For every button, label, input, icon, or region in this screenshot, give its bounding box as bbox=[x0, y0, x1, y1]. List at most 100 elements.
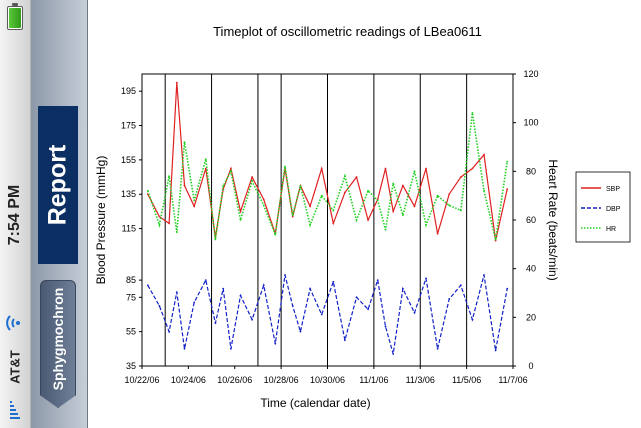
y-tick-label: 75 bbox=[126, 292, 136, 302]
data-point-sbp bbox=[425, 167, 427, 170]
data-point-hr bbox=[168, 175, 170, 178]
series-line-dbp bbox=[147, 274, 508, 355]
data-point-dbp bbox=[146, 284, 149, 287]
data-point-dbp bbox=[183, 347, 186, 350]
data-point-sbp bbox=[355, 176, 358, 179]
y-tick-label: 175 bbox=[121, 121, 136, 131]
data-point-hr bbox=[284, 165, 286, 168]
data-point-hr bbox=[471, 112, 474, 114]
y-right-axis-label: Heart Rate (beats/min) bbox=[546, 159, 560, 280]
data-point-sbp bbox=[193, 205, 196, 208]
data-point-dbp bbox=[483, 274, 485, 276]
y-tick-label: 155 bbox=[121, 155, 136, 165]
data-point-dbp bbox=[436, 347, 439, 350]
data-point-dbp bbox=[175, 291, 178, 293]
y-tick-label: 135 bbox=[121, 189, 136, 199]
data-point-hr bbox=[376, 199, 379, 202]
data-point-hr bbox=[448, 204, 451, 207]
y-right-tick-label: 60 bbox=[526, 215, 536, 225]
data-point-sbp bbox=[230, 167, 232, 170]
battery-icon bbox=[7, 3, 23, 30]
y-axis-label: Blood Pressure (mmHg) bbox=[94, 156, 108, 285]
data-point-dbp bbox=[284, 274, 286, 276]
data-point-hr bbox=[262, 204, 265, 207]
bp-timeplot-chart: Timeplot of oscillometric readings of LB… bbox=[94, 24, 631, 410]
data-point-sbp bbox=[459, 176, 462, 179]
data-point-dbp bbox=[355, 296, 358, 299]
data-point-sbp bbox=[309, 205, 311, 208]
x-tick-label: 11/3/06 bbox=[406, 375, 435, 385]
data-point-hr bbox=[183, 141, 186, 144]
series-line-sbp bbox=[147, 82, 508, 241]
data-point-hr bbox=[204, 158, 207, 161]
x-axis-label: Time (calendar date) bbox=[260, 396, 370, 410]
data-point-hr bbox=[193, 199, 196, 202]
data-point-hr bbox=[251, 180, 254, 183]
x-tick-label: 10/24/06 bbox=[171, 375, 206, 385]
data-point-hr bbox=[367, 189, 369, 192]
data-point-dbp bbox=[204, 279, 207, 281]
data-point-dbp bbox=[309, 287, 311, 290]
data-point-dbp bbox=[344, 339, 346, 342]
chart-area: Timeplot of oscillometric readings of LB… bbox=[88, 0, 641, 428]
y-right-tick-label: 120 bbox=[523, 69, 538, 79]
y-tick-label: 195 bbox=[121, 86, 136, 96]
data-point-sbp bbox=[384, 167, 387, 170]
data-point-dbp bbox=[413, 311, 416, 314]
data-point-dbp bbox=[384, 325, 387, 328]
data-point-hr bbox=[436, 194, 439, 197]
data-point-sbp bbox=[367, 219, 369, 221]
data-point-sbp bbox=[506, 188, 509, 191]
data-point-hr bbox=[425, 224, 427, 226]
data-point-dbp bbox=[274, 342, 277, 345]
data-point-hr bbox=[274, 233, 277, 236]
data-point-dbp bbox=[158, 305, 161, 307]
x-tick-label: 10/22/06 bbox=[124, 375, 159, 385]
data-point-hr bbox=[239, 219, 242, 221]
data-point-sbp bbox=[262, 198, 265, 201]
data-point-dbp bbox=[332, 280, 335, 283]
data-point-sbp bbox=[291, 215, 294, 218]
legend-box bbox=[575, 171, 631, 243]
data-point-sbp bbox=[471, 167, 474, 170]
data-point-sbp bbox=[436, 232, 439, 235]
legend-label-dbp: DBP bbox=[606, 206, 621, 213]
data-point-hr bbox=[158, 224, 161, 226]
y-tick-label: 85 bbox=[126, 275, 136, 285]
data-point-hr bbox=[344, 175, 346, 178]
series-line-hr bbox=[147, 112, 508, 240]
legend-label-hr: HR bbox=[606, 226, 616, 233]
data-point-hr bbox=[230, 170, 232, 173]
data-point-sbp bbox=[483, 153, 485, 156]
data-point-dbp bbox=[222, 287, 225, 290]
chart-title: Timeplot of oscillometric readings of LB… bbox=[213, 24, 482, 39]
data-point-hr bbox=[146, 189, 149, 192]
data-point-hr bbox=[494, 238, 497, 241]
data-point-sbp bbox=[146, 193, 149, 196]
back-button[interactable]: Sphygmochron bbox=[40, 280, 76, 408]
y-right-tick-label: 80 bbox=[526, 166, 536, 176]
data-point-hr bbox=[214, 238, 217, 241]
data-point-hr bbox=[459, 209, 462, 212]
y-right-tick-label: 100 bbox=[523, 118, 538, 128]
data-point-sbp bbox=[239, 210, 242, 213]
data-point-dbp bbox=[262, 284, 265, 287]
x-tick-label: 10/28/06 bbox=[264, 375, 299, 385]
data-point-dbp bbox=[299, 330, 302, 333]
data-point-hr bbox=[175, 231, 178, 234]
wifi-icon bbox=[6, 315, 20, 331]
data-point-sbp bbox=[392, 210, 395, 213]
data-point-dbp bbox=[459, 284, 462, 287]
data-point-sbp bbox=[158, 215, 161, 218]
data-point-dbp bbox=[193, 301, 196, 304]
data-point-dbp bbox=[506, 287, 509, 290]
data-point-hr bbox=[320, 194, 323, 197]
x-tick-label: 11/1/06 bbox=[359, 375, 388, 385]
y-right-tick-label: 0 bbox=[528, 361, 533, 371]
x-tick-label: 10/26/06 bbox=[217, 375, 252, 385]
x-tick-label: 11/5/06 bbox=[452, 375, 481, 385]
data-point-hr bbox=[309, 224, 311, 226]
data-point-sbp bbox=[413, 205, 416, 208]
y-tick-label: 115 bbox=[122, 224, 136, 234]
data-point-dbp bbox=[214, 322, 217, 324]
